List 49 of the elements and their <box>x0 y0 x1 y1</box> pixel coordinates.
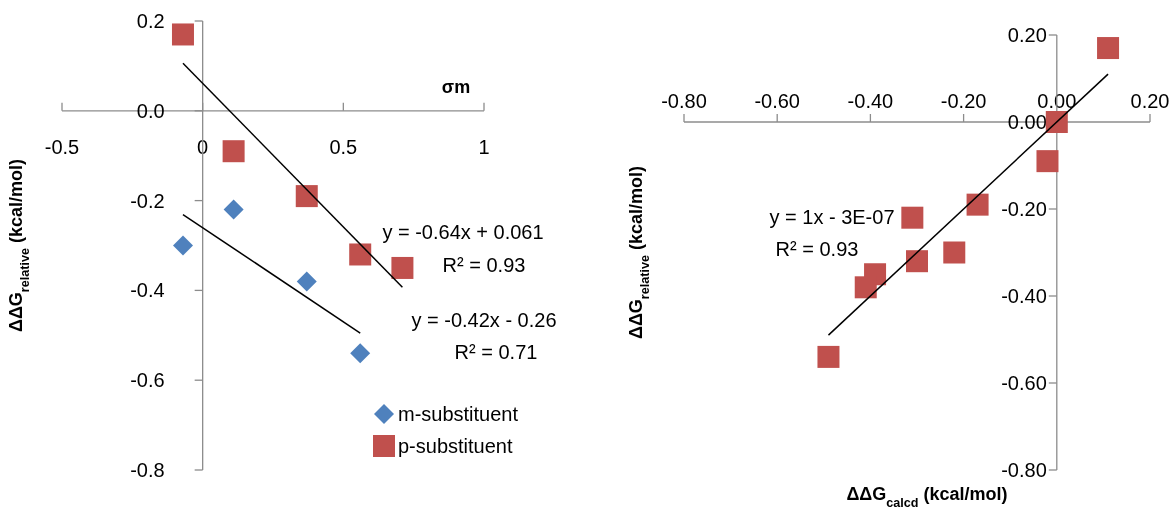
legend-label: p-substituent <box>398 435 513 457</box>
point <box>906 250 928 273</box>
x-tick-label: 0.5 <box>329 135 358 158</box>
y-tick-label: -0.20 <box>1001 198 1047 220</box>
point <box>391 256 414 279</box>
x-tick-label: 0.20 <box>1130 90 1170 112</box>
y-tick-label: -0.2 <box>130 189 165 212</box>
x-tick-label: -0.60 <box>754 90 800 112</box>
y-tick-label: -0.4 <box>130 279 165 302</box>
point <box>295 185 318 208</box>
y-tick-label: -0.80 <box>1001 459 1047 481</box>
x-tick-label: -0.40 <box>847 90 894 112</box>
point <box>350 343 371 364</box>
x-tick-label: -0.80 <box>661 90 707 112</box>
point <box>222 140 245 163</box>
x-axis-title: σm <box>441 76 471 97</box>
x-tick-label: -0.20 <box>940 90 987 112</box>
point <box>901 206 924 229</box>
y-tick-label: 0.2 <box>136 10 165 32</box>
x-tick-label: -0.5 <box>44 135 80 158</box>
point <box>943 241 966 264</box>
point <box>1097 37 1120 60</box>
annotation: R² = 0.93 <box>775 238 859 260</box>
point <box>223 199 244 220</box>
annotation: R² = 0.71 <box>454 341 538 363</box>
point <box>349 243 372 266</box>
point <box>1045 111 1068 133</box>
y-tick-label: 0.0 <box>136 99 165 122</box>
x-tick-label: 1 <box>478 135 490 158</box>
annotation: y = 1x - 3E-07 <box>769 206 895 228</box>
x-tick-label: 0.00 <box>1037 90 1077 112</box>
point <box>171 23 194 46</box>
annotation: y = -0.64x + 0.061 <box>382 221 544 243</box>
point <box>854 276 877 299</box>
annotation: y = -0.42x - 0.26 <box>411 309 557 331</box>
point <box>172 235 193 256</box>
x-axis-title: ΔΔG$_{calcd}$ (kcal/mol) <box>846 484 1008 508</box>
y-tick-label: -0.60 <box>1001 372 1047 394</box>
y-tick-label: 0.20 <box>1007 24 1047 46</box>
y-tick-label: 0.00 <box>1007 111 1047 133</box>
annotation: R² = 0.93 <box>442 254 526 276</box>
legend-label: m-substituent <box>398 403 519 425</box>
y-tick-label: -0.6 <box>130 369 165 392</box>
y-tick-label: -0.40 <box>1001 285 1047 307</box>
point <box>966 193 989 216</box>
y-tick-label: -0.8 <box>130 459 165 481</box>
point <box>1036 150 1059 173</box>
point <box>817 345 840 368</box>
point <box>296 271 317 292</box>
